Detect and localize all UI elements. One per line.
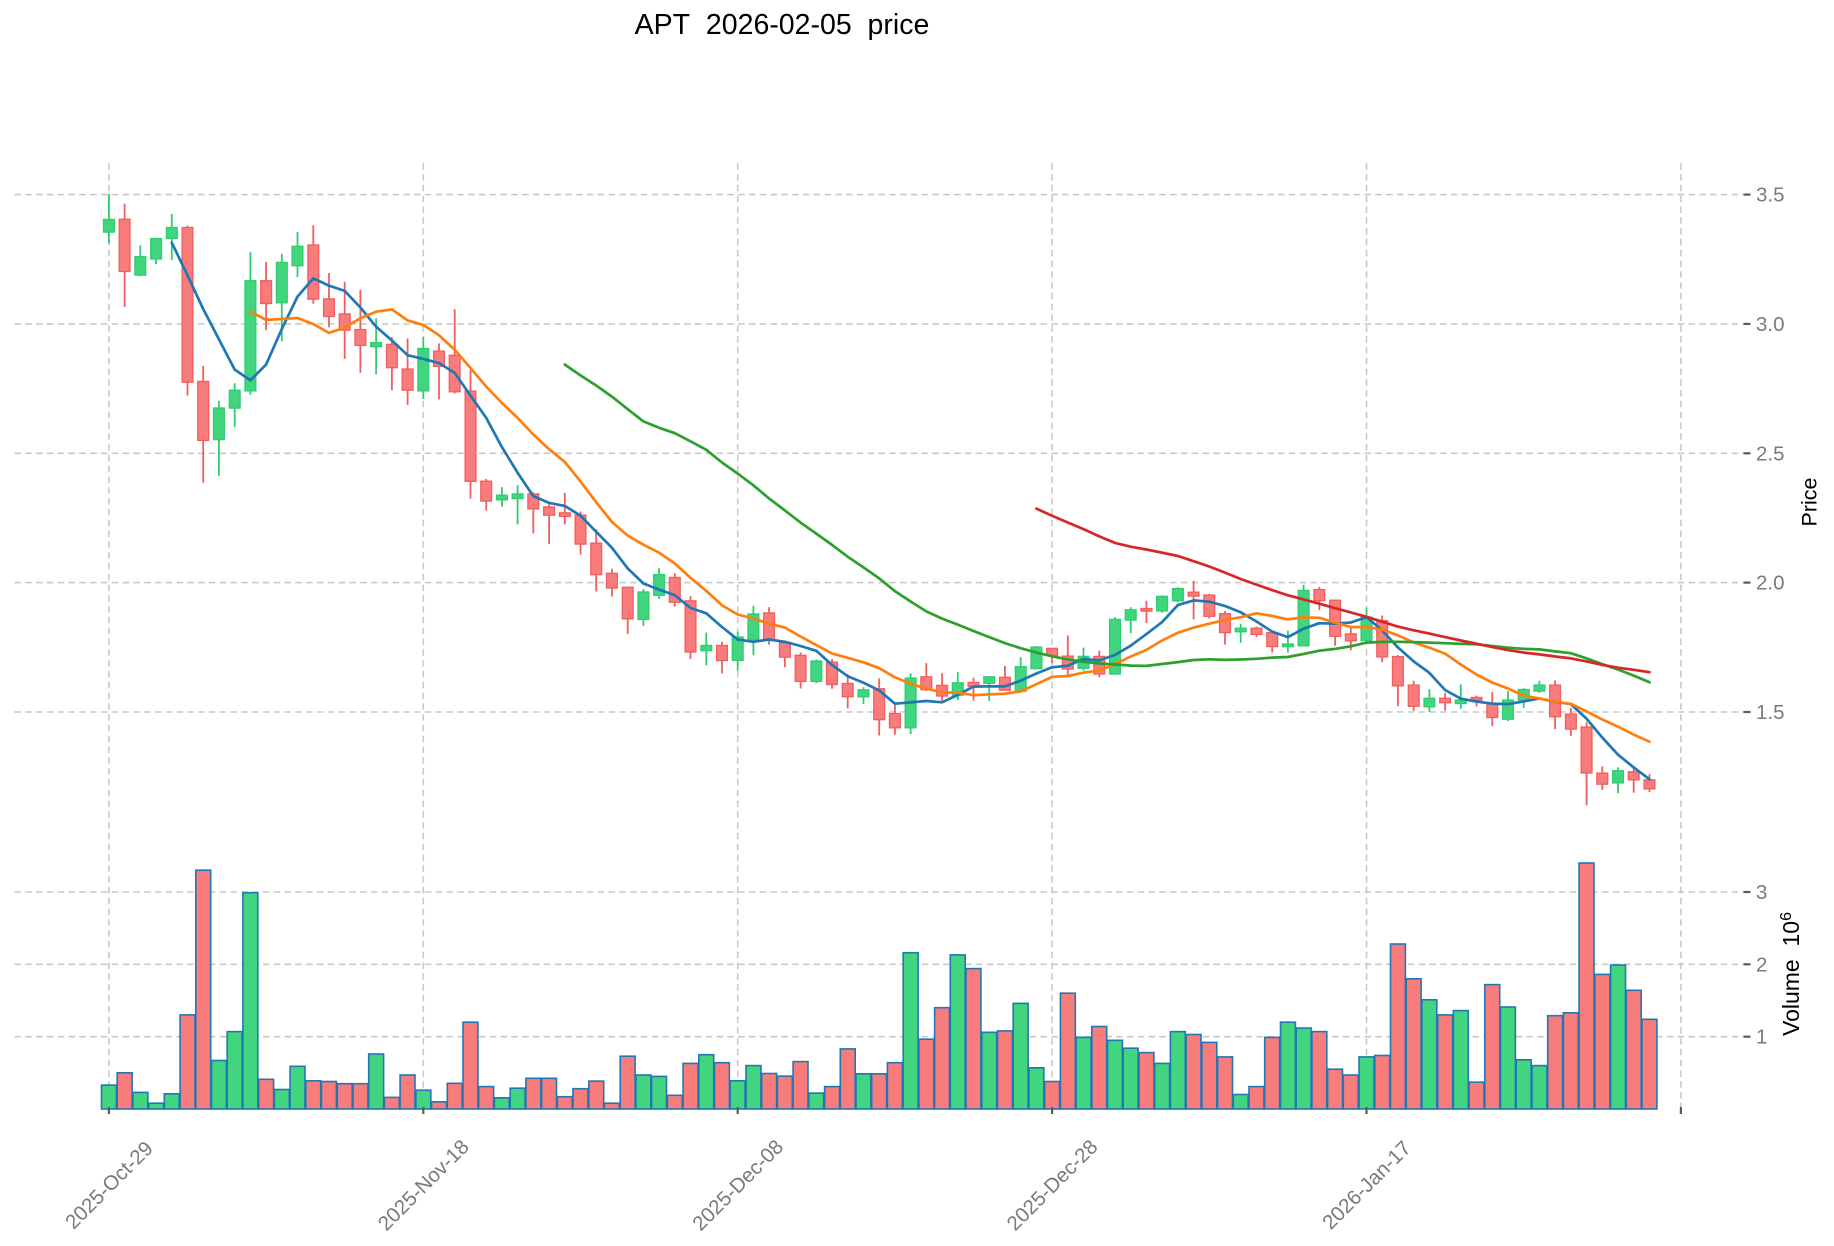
svg-text:APT 2026-02-05 price: APT 2026-02-05 price	[635, 9, 930, 41]
svg-text:3.0: 3.0	[1756, 313, 1785, 336]
svg-text:3.5: 3.5	[1756, 184, 1785, 207]
svg-text:Price: Price	[1797, 478, 1821, 527]
svg-text:1: 1	[1756, 1026, 1767, 1049]
svg-text:3: 3	[1756, 881, 1767, 904]
svg-text:Volume 106: Volume 106	[1778, 912, 1804, 1036]
svg-text:2.0: 2.0	[1756, 572, 1785, 595]
svg-text:2.5: 2.5	[1756, 442, 1785, 465]
svg-text:2: 2	[1756, 953, 1767, 976]
svg-text:1.5: 1.5	[1756, 701, 1785, 724]
